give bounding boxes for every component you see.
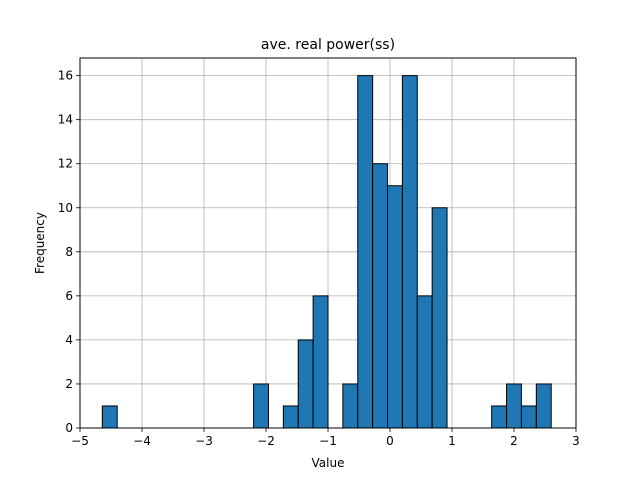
histogram-bar (101, 405, 118, 429)
y-tick-label: 14 (58, 113, 73, 127)
histogram-bar (312, 295, 329, 429)
histogram-bar (416, 295, 433, 429)
histogram-bar (282, 405, 299, 429)
y-tick-label: 12 (58, 157, 73, 171)
histogram-bar (342, 383, 359, 429)
y-tick-label: 4 (65, 333, 73, 347)
x-tick-label: 0 (386, 434, 394, 448)
histogram-bar (253, 383, 269, 429)
histogram-bar (401, 75, 418, 429)
x-axis-label: Value (312, 456, 345, 470)
x-tick-label: −4 (133, 434, 151, 448)
x-tick-label: −1 (319, 434, 337, 448)
histogram-bar (387, 185, 403, 429)
histogram-bar (520, 405, 537, 429)
y-tick-label: 2 (65, 377, 73, 391)
y-tick-label: 6 (65, 289, 73, 303)
x-tick-label: −3 (195, 434, 213, 448)
histogram-bar (372, 163, 389, 429)
histogram-bar (431, 207, 448, 429)
histogram-bar (297, 339, 314, 429)
histogram-bar (491, 405, 508, 429)
y-tick-label: 10 (58, 201, 73, 215)
x-tick-label: −2 (257, 434, 275, 448)
histogram-bar (535, 383, 552, 429)
y-tick-label: 8 (65, 245, 73, 259)
histogram-bar (506, 383, 522, 429)
x-tick-label: 3 (572, 434, 580, 448)
chart-title: ave. real power(ss) (261, 37, 395, 53)
x-tick-label: 2 (510, 434, 518, 448)
x-tick-label: 1 (448, 434, 456, 448)
histogram-bar (357, 75, 374, 429)
y-axis-label: Frequency (33, 212, 47, 274)
histogram-bars (101, 75, 552, 429)
y-tick-label: 16 (58, 69, 73, 83)
y-tick-label: 0 (65, 421, 73, 435)
x-tick-label: −5 (71, 434, 89, 448)
